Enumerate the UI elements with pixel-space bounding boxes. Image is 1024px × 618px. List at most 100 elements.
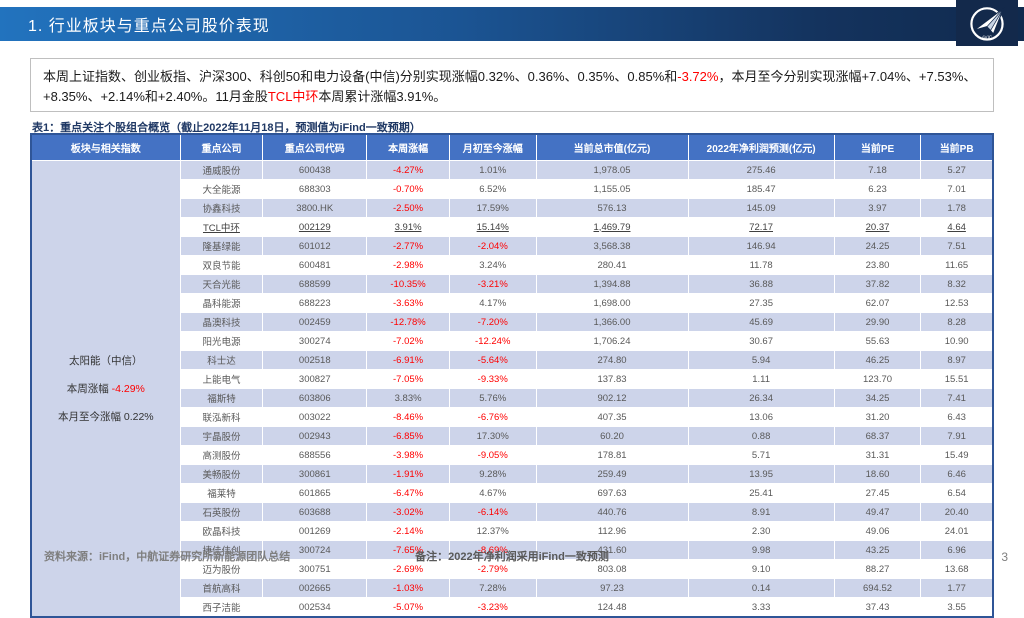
table-row: 捷佳伟创 300724 -7.65% -8.69% 431.60 9.98 43.25 6.9… <box>31 540 994 560</box>
cell-name: 福斯特 <box>179 388 264 408</box>
col-header-code: 重点公司代码 <box>262 133 368 161</box>
table-row: 福莱特 601865 -6.47% 4.67% 697.63 25.41 27.45 6.54 <box>31 483 994 503</box>
cell-cap: 137.83 <box>535 369 689 389</box>
cell-profit: 185.47 <box>687 179 835 199</box>
cell-profit: 0.88 <box>687 426 835 446</box>
table-row: 美畅股份 300861 -1.91% 9.28% 259.49 13.95 18.60 6.4… <box>31 464 994 484</box>
cell-name: 通威股份 <box>179 160 264 180</box>
table-row: 晶澳科技 002459 -12.78% -7.20% 1,366.00 45.69 29.9… <box>31 312 994 332</box>
cell-pe: 34.25 <box>833 388 922 408</box>
cell-mtd: 15.14% <box>448 217 537 237</box>
cell-code: 300827 <box>262 369 368 389</box>
cell-profit: 2.30 <box>687 521 835 541</box>
cell-week: -2.98% <box>366 255 450 275</box>
cell-pb: 8.28 <box>920 312 994 332</box>
cell-pe: 24.25 <box>833 236 922 256</box>
cell-week: -2.14% <box>366 521 450 541</box>
logo-plane-icon: AVIC <box>970 6 1005 41</box>
cell-week: -8.46% <box>366 407 450 427</box>
cell-pb: 1.77 <box>920 578 994 598</box>
cell-mtd: -2.04% <box>448 236 537 256</box>
table-header-row: 板块与相关指数 重点公司 重点公司代码 本周涨幅 月初至今涨幅 当前总市值(亿元… <box>30 133 994 161</box>
cell-profit: 36.88 <box>687 274 835 294</box>
cell-pb: 6.96 <box>920 540 994 560</box>
cell-mtd: 12.37% <box>448 521 537 541</box>
cell-name: 石英股份 <box>179 502 264 522</box>
cell-name: 上能电气 <box>179 369 264 389</box>
cell-profit: 5.94 <box>687 350 835 370</box>
cell-week: -4.27% <box>366 160 450 180</box>
cell-pb: 7.41 <box>920 388 994 408</box>
cell-pb: 7.51 <box>920 236 994 256</box>
table-row: 太阳能（中信） 本周涨幅 -4.29% 本月至今涨幅 0.22% 通威股份 600438… <box>30 160 994 618</box>
cell-pe: 46.25 <box>833 350 922 370</box>
cell-pe: 49.47 <box>833 502 922 522</box>
cell-pb: 15.51 <box>920 369 994 389</box>
cell-pb: 10.90 <box>920 331 994 351</box>
cell-cap: 1,978.05 <box>535 160 689 180</box>
cell-week: -7.05% <box>366 369 450 389</box>
stock-table-wrap: 板块与相关指数 重点公司 重点公司代码 本周涨幅 月初至今涨幅 当前总市值(亿元… <box>30 133 994 618</box>
cell-cap: 440.76 <box>535 502 689 522</box>
table-row: 晶科能源 688223 -3.63% 4.17% 1,698.00 27.35 62.07 1… <box>31 293 994 313</box>
cell-name: 联泓新科 <box>179 407 264 427</box>
cell-week: -6.91% <box>366 350 450 370</box>
summary-text-1: 本周上证指数、创业板指、沪深300、科创50和电力设备(中信)分别实现涨幅0.3… <box>43 69 678 84</box>
cell-cap: 1,706.24 <box>535 331 689 351</box>
cell-profit: 72.17 <box>687 217 835 237</box>
avic-logo: AVIC <box>956 0 1018 46</box>
cell-mtd: -6.76% <box>448 407 537 427</box>
cell-profit: 30.67 <box>687 331 835 351</box>
cell-pb: 6.54 <box>920 483 994 503</box>
table-row: 联泓新科 003022 -8.46% -6.76% 407.35 13.06 31.20 6.… <box>31 407 994 427</box>
col-header-week: 本周涨幅 <box>366 133 450 161</box>
cell-pb: 12.53 <box>920 293 994 313</box>
cell-name: 晶澳科技 <box>179 312 264 332</box>
cell-week: 3.91% <box>366 217 450 237</box>
cell-week: -6.85% <box>366 426 450 446</box>
col-header-mtd: 月初至今涨幅 <box>448 133 537 161</box>
table-row: 隆基绿能 601012 -2.77% -2.04% 3,568.38 146.94 24.2… <box>31 236 994 256</box>
cell-week: -0.70% <box>366 179 450 199</box>
table-row: 阳光电源 300274 -7.02% -12.24% 1,706.24 30.67 55.6… <box>31 331 994 351</box>
cell-mtd: 17.30% <box>448 426 537 446</box>
cell-name: 协鑫科技 <box>179 198 264 218</box>
cell-cap: 60.20 <box>535 426 689 446</box>
cell-week: -10.35% <box>366 274 450 294</box>
cell-cap: 407.35 <box>535 407 689 427</box>
cell-cap: 259.49 <box>535 464 689 484</box>
cell-code: 601865 <box>262 483 368 503</box>
cell-code: 300861 <box>262 464 368 484</box>
cell-pb: 20.40 <box>920 502 994 522</box>
summary-red-stock: TCL中环 <box>267 89 319 105</box>
cell-mtd: 17.59% <box>448 198 537 218</box>
cell-name: 首航高科 <box>179 578 264 598</box>
cell-mtd: 4.17% <box>448 293 537 313</box>
cell-mtd: 6.52% <box>448 179 537 199</box>
cell-week: -1.91% <box>366 464 450 484</box>
cell-code: 601012 <box>262 236 368 256</box>
cell-pe: 49.06 <box>833 521 922 541</box>
cell-name: 双良节能 <box>179 255 264 275</box>
cell-pb: 15.49 <box>920 445 994 465</box>
cell-pb: 3.55 <box>920 597 994 618</box>
cell-pb: 6.46 <box>920 464 994 484</box>
cell-pe: 62.07 <box>833 293 922 313</box>
cell-pb: 6.43 <box>920 407 994 427</box>
cell-cap: 97.23 <box>535 578 689 598</box>
cell-pb: 1.78 <box>920 198 994 218</box>
table-row: 宇晶股份 002943 -6.85% 17.30% 60.20 0.88 68.37 7.91 <box>31 426 994 446</box>
cell-pe: 31.31 <box>833 445 922 465</box>
table-row: 欧晶科技 001269 -2.14% 12.37% 112.96 2.30 49.06 24.… <box>31 521 994 541</box>
table-caption: 表1：重点关注个股组合概览（截止2022年11月18日，预测值为iFind一致预… <box>32 122 421 134</box>
cell-cap: 112.96 <box>535 521 689 541</box>
cell-profit: 13.06 <box>687 407 835 427</box>
cell-code: 002665 <box>262 578 368 598</box>
cell-mtd: -3.23% <box>448 597 537 618</box>
cell-name: 欧晶科技 <box>179 521 264 541</box>
sector-mtd-change: 本月至今涨幅 0.22% <box>57 411 154 423</box>
cell-code: 688223 <box>262 293 368 313</box>
cell-week: -1.03% <box>366 578 450 598</box>
cell-code: 688556 <box>262 445 368 465</box>
